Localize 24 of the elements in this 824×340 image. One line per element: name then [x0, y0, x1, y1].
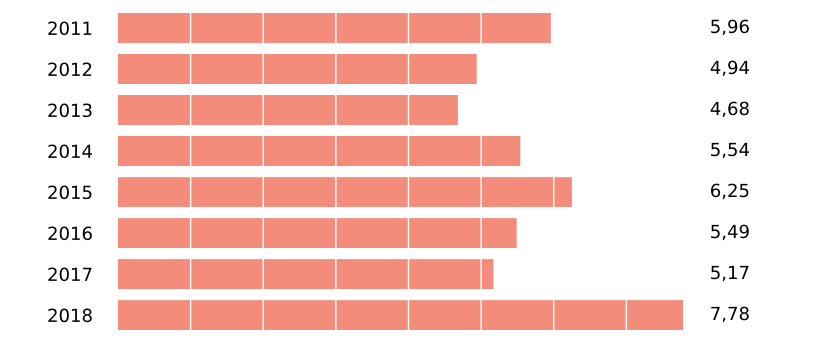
y-tick-label: 2012	[48, 62, 92, 76]
data-label: 5,17	[711, 266, 748, 282]
bar	[118, 300, 683, 330]
data-label: 5,96	[711, 20, 749, 36]
data-label: 4,68	[710, 102, 749, 118]
y-tick-label: 2017	[48, 268, 92, 282]
y-tick-label: 2013	[48, 103, 92, 118]
bar	[118, 218, 517, 248]
bar	[118, 54, 477, 84]
data-label: 5,54	[711, 142, 749, 158]
y-tick-label: 2018	[48, 308, 92, 322]
bar	[118, 13, 551, 43]
data-label: 6,25	[711, 184, 748, 200]
bar	[118, 136, 520, 166]
y-tick-label: 2015	[48, 185, 92, 200]
bar	[118, 259, 494, 290]
y-tick-label: 2014	[48, 144, 92, 158]
data-label: 4,94	[710, 60, 749, 76]
bar	[118, 177, 572, 208]
bar	[118, 95, 458, 125]
data-label: 5,49	[711, 224, 749, 240]
data-label: 7,78	[711, 306, 749, 322]
y-tick-label: 2016	[48, 226, 92, 240]
y-tick-label: 2011	[48, 21, 92, 36]
